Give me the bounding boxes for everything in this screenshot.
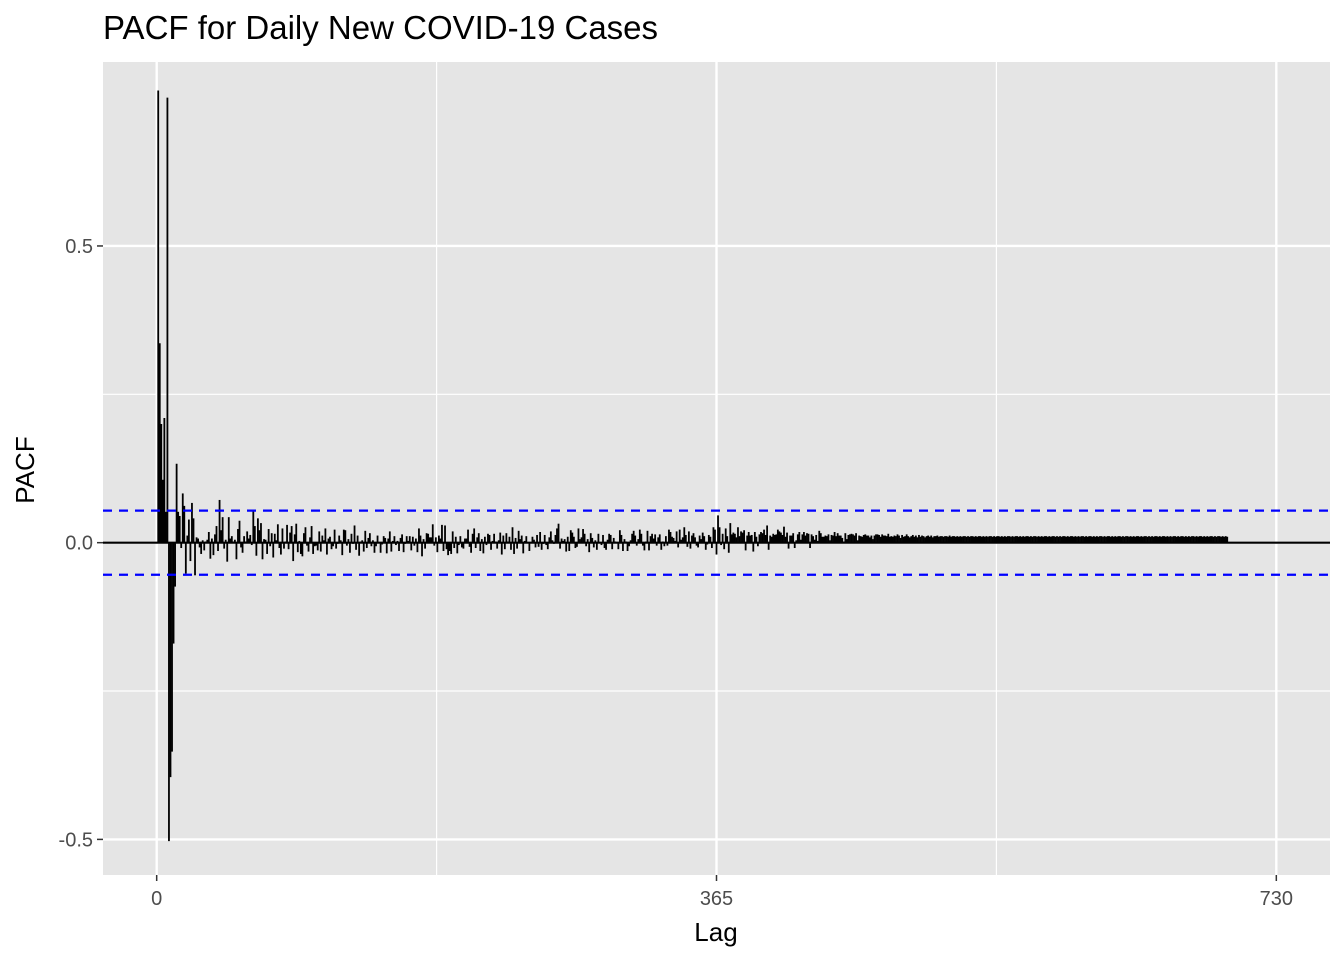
y-tick-label: 0.5: [65, 236, 93, 258]
x-tick-label: 0: [151, 888, 162, 910]
y-axis-title: PACF: [10, 436, 40, 503]
chart-title: PACF for Daily New COVID-19 Cases: [103, 9, 658, 46]
y-tick-label: 0.0: [65, 533, 93, 555]
x-axis-title: Lag: [694, 917, 737, 947]
y-tick-label: -0.5: [59, 829, 93, 851]
x-tick-label: 730: [1260, 888, 1293, 910]
axes: -0.5 0.0 0.5 0 365 730: [59, 236, 1293, 910]
plot-area: [103, 62, 1330, 875]
x-tick-label: 365: [700, 888, 733, 910]
